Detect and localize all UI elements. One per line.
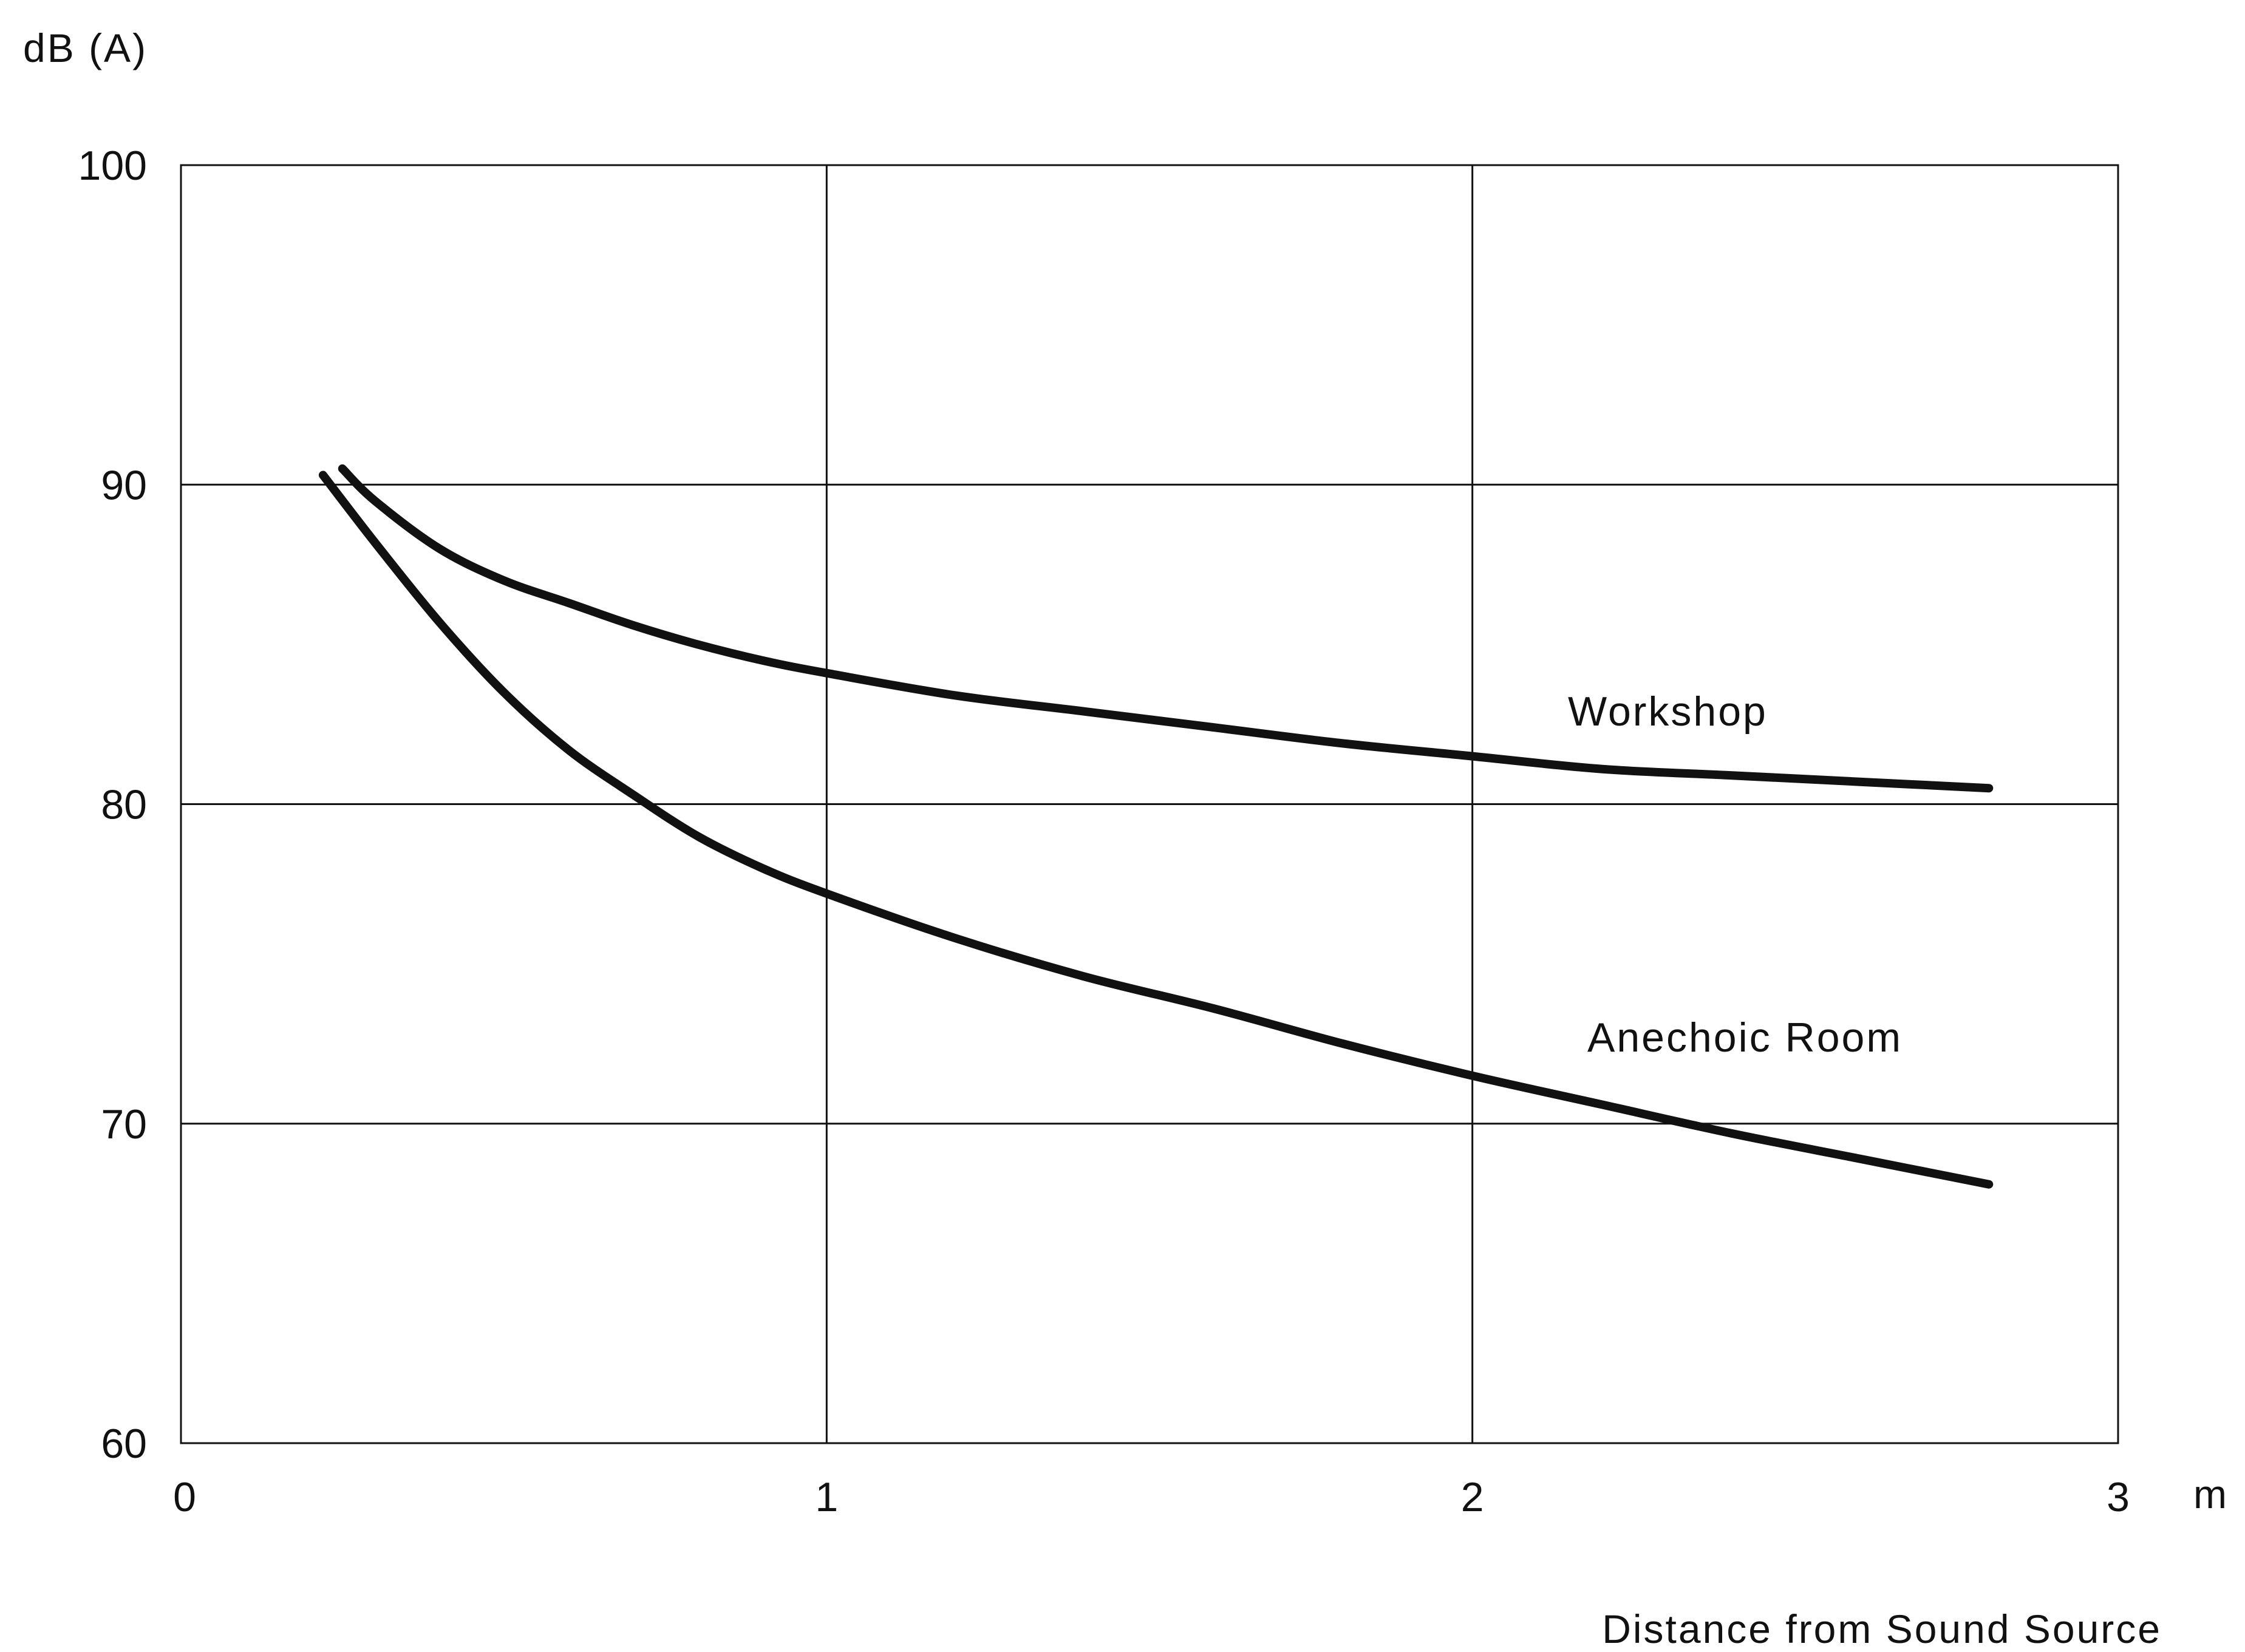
x-axis-label: Distance from Sound Source bbox=[1602, 1606, 2162, 1651]
x-tick-label: 2 bbox=[1461, 1474, 1484, 1520]
y-tick-label: 90 bbox=[101, 462, 147, 508]
series-label-workshop: Workshop bbox=[1568, 688, 1768, 735]
grid bbox=[180, 164, 2119, 1444]
series-line-workshop bbox=[338, 464, 1994, 793]
x-tick-label: 1 bbox=[815, 1474, 838, 1520]
tick-labels: 0 1 2 3 60 70 80 90 100 bbox=[78, 143, 2130, 1520]
x-tick-label: 3 bbox=[2107, 1474, 2130, 1520]
y-tick-label: 70 bbox=[101, 1101, 147, 1147]
y-axis-label: dB (A) bbox=[23, 25, 148, 70]
y-tick-label: 60 bbox=[101, 1421, 147, 1467]
y-tick-label: 100 bbox=[78, 143, 147, 189]
plot-frame bbox=[180, 164, 2119, 1444]
y-tick-label: 80 bbox=[101, 782, 147, 828]
series-label-anechoic-room: Anechoic Room bbox=[1587, 1015, 1903, 1061]
series-line-anechoic-room bbox=[318, 471, 1994, 1189]
series-lines bbox=[318, 464, 1994, 1189]
x-tick-label: 0 bbox=[173, 1474, 196, 1520]
x-axis-unit: m bbox=[2193, 1472, 2229, 1517]
